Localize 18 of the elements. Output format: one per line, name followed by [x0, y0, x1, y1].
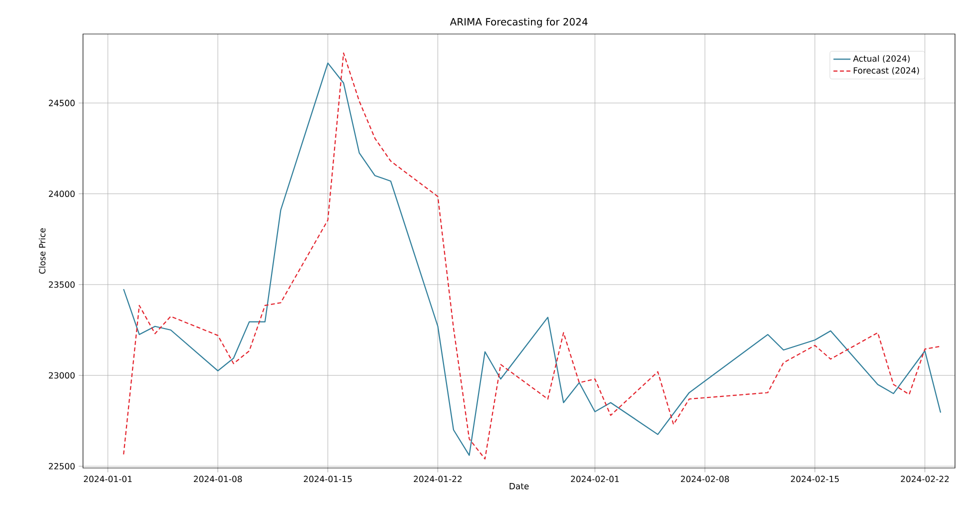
- y-tick-label: 23000: [48, 372, 75, 379]
- x-tick-label: 2024-02-22: [900, 476, 949, 482]
- y-axis-title: Close Price: [38, 228, 46, 274]
- x-tick-label: 2024-02-08: [680, 476, 729, 482]
- x-tick-label: 2024-02-01: [570, 476, 619, 482]
- x-tick-label: 2024-02-15: [790, 476, 839, 482]
- x-tick-label: 2024-01-15: [304, 476, 352, 482]
- x-axis-title: Date: [510, 483, 529, 490]
- x-tick-label: 2024-01-08: [194, 476, 242, 482]
- chart-title: ARIMA Forecasting for 2024: [450, 18, 588, 28]
- x-tick-label: 2024-01-01: [84, 476, 132, 482]
- y-tick-label: 24000: [48, 190, 75, 198]
- y-tick-label: 23500: [48, 281, 75, 288]
- y-tick-label: 22500: [48, 462, 75, 470]
- legend-label: Actual (2024): [853, 55, 910, 63]
- legend-label: Forecast (2024): [854, 67, 919, 75]
- x-tick-label: 2024-01-22: [414, 476, 462, 482]
- y-tick-label: 24500: [48, 100, 75, 106]
